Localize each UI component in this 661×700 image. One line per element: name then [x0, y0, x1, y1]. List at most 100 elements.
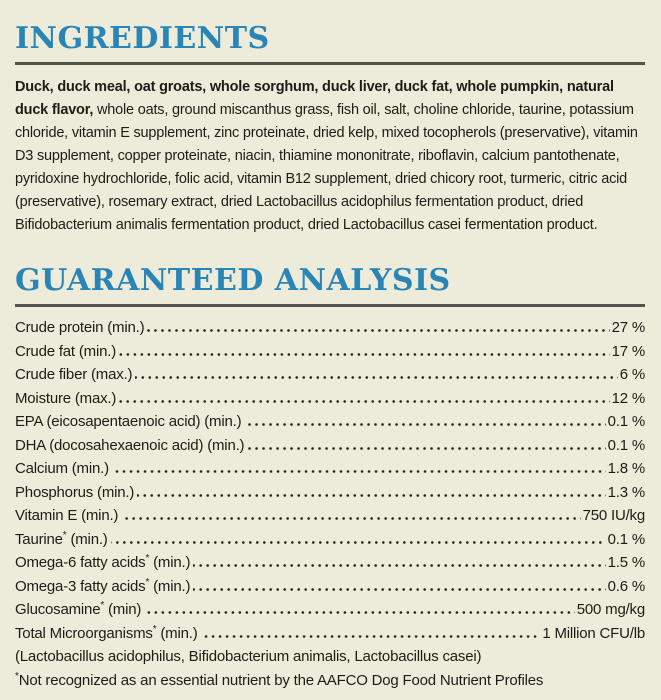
row-nutrient-name: Glucosamine: [15, 601, 101, 618]
row-label: DHA (docosahexaenoic acid) (min.): [15, 434, 245, 458]
row-label: Taurine* (min.): [15, 528, 108, 552]
row-qualifier: (min.): [149, 577, 191, 595]
table-row: Crude fat (min.) 17 %: [15, 340, 645, 364]
row-qualifier: (min.): [203, 436, 245, 454]
row-qualifier: (min.): [103, 319, 145, 336]
row-nutrient-name: Omega-6 fatty acids: [15, 554, 146, 571]
leader-dots: [193, 564, 606, 567]
table-row: EPA (eicosapentaenoic acid) (min.) 0.1 %: [15, 410, 645, 434]
footnote-asterisk: *: [15, 670, 19, 682]
row-nutrient-name: Crude fiber: [15, 366, 88, 383]
footnote: *Not recognized as an essential nutrient…: [15, 669, 645, 693]
table-row: Crude protein (min.) 27 %: [15, 316, 645, 340]
leader-dots: [119, 352, 610, 356]
guaranteed-analysis-title: GUARANTEED ANALYSIS: [15, 263, 451, 298]
row-footnote-asterisk: *: [145, 576, 150, 588]
ingredients-text: Duck, duck meal, oat groats, whole sorgh…: [15, 76, 645, 237]
row-qualifier: (max.): [70, 389, 117, 407]
row-label: Glucosamine* (min): [15, 598, 141, 622]
table-row: Total Microorganisms* (min.) 1 Million C…: [15, 622, 645, 646]
leader-dots: [244, 423, 606, 426]
guaranteed-analysis-divider: [15, 304, 645, 307]
table-row: Crude fiber (max.) 6 %: [15, 363, 645, 387]
row-label: Crude fat (min.): [15, 340, 116, 364]
leader-dots: [110, 540, 606, 544]
table-row: Omega-6 fatty acids* (min.) 1.5 %: [15, 551, 645, 575]
row-qualifier: (min.): [67, 460, 109, 477]
row-footnote-asterisk: *: [145, 553, 150, 564]
row-qualifier: (min): [104, 601, 142, 618]
row-label: Omega-3 fatty acids* (min.): [15, 575, 190, 599]
table-row: Vitamin E (min.) 750 IU/kg: [15, 504, 645, 528]
row-label: Omega-6 fatty acids* (min.): [15, 551, 190, 575]
row-label: Total Microorganisms* (min.): [15, 622, 198, 646]
row-nutrient-name: Omega-3 fatty acids: [15, 577, 146, 595]
ingredients-divider: [15, 62, 645, 65]
row-value: 1.8 %: [607, 460, 646, 477]
row-value: 750 IU/kg: [582, 507, 646, 524]
table-row: Glucosamine* (min) 500 mg/kg: [15, 598, 645, 622]
row-qualifier: (max.): [87, 366, 133, 383]
row-nutrient-name: Moisture: [15, 389, 71, 407]
footnote-text: Not recognized as an essential nutrient …: [18, 671, 544, 689]
leader-dots: [200, 634, 541, 638]
row-footnote-asterisk: *: [100, 600, 105, 611]
row-value: 6 %: [619, 366, 645, 383]
leader-dots: [121, 517, 581, 520]
table-row: Taurine* (min.) 0.1 %: [15, 528, 645, 552]
row-qualifier: (min.): [66, 530, 108, 548]
probiotics-note: (Lactobacillus acidophilus, Bifidobacter…: [15, 648, 482, 665]
row-nutrient-name: Crude fat: [15, 342, 75, 360]
row-value: 12 %: [611, 389, 646, 407]
row-value: 0.1 %: [607, 436, 646, 454]
row-value: 17 %: [611, 342, 646, 360]
leader-dots: [135, 376, 618, 379]
row-nutrient-name: Vitamin E: [15, 507, 78, 524]
table-row: Omega-3 fatty acids* (min.) 0.6 %: [15, 575, 645, 599]
row-label: Crude fiber (max.): [15, 363, 132, 387]
table-row: Calcium (min.) 1.8 %: [15, 457, 645, 481]
table-row: Moisture (max.) 12 %: [15, 387, 645, 411]
ingredients-primary-list: Duck, duck meal, oat groats, whole sorgh…: [15, 79, 614, 118]
ingredients-title: INGREDIENTS: [15, 21, 270, 56]
analysis-table: Crude protein (min.) 27 % Crude fat (min…: [15, 316, 645, 645]
row-label: Phosphorus (min.): [15, 481, 134, 505]
row-footnote-asterisk: *: [152, 623, 157, 635]
row-label: Calcium (min.): [15, 457, 109, 481]
row-nutrient-name: DHA (docosahexaenoic acid): [15, 436, 204, 454]
leader-dots: [119, 399, 610, 403]
ingredients-secondary-list: whole oats, ground miscanthus grass, fis…: [15, 102, 638, 233]
row-value: 0.6 %: [607, 577, 646, 595]
row-qualifier: (min.): [200, 413, 242, 430]
ingredients-section: INGREDIENTS Duck, duck meal, oat groats,…: [15, 22, 645, 237]
row-nutrient-name: Taurine: [15, 530, 63, 548]
row-nutrient-name: Calcium: [15, 460, 68, 477]
row-qualifier: (min.): [149, 554, 191, 571]
guaranteed-analysis-section: GUARANTEED ANALYSIS Crude protein (min.)…: [15, 264, 645, 692]
leader-dots: [137, 493, 606, 497]
row-value: 1 Million CFU/lb: [542, 624, 645, 642]
row-value: 1.5 %: [607, 554, 646, 571]
row-qualifier: (min.): [93, 483, 135, 501]
table-row: DHA (docosahexaenoic acid) (min.) 0.1 %: [15, 434, 645, 458]
row-footnote-asterisk: *: [62, 529, 67, 541]
row-value: 500 mg/kg: [576, 601, 645, 618]
leader-dots: [144, 611, 575, 614]
leader-dots: [193, 587, 606, 591]
row-qualifier: (min.): [77, 507, 119, 524]
row-nutrient-name: Phosphorus: [15, 483, 94, 501]
row-nutrient-name: Crude protein: [15, 319, 104, 336]
table-row: Phosphorus (min.) 1.3 %: [15, 481, 645, 505]
row-label: Vitamin E (min.): [15, 504, 118, 528]
row-label: EPA (eicosapentaenoic acid) (min.): [15, 410, 242, 434]
row-value: 27 %: [611, 319, 646, 336]
row-label: Crude protein (min.): [15, 316, 145, 340]
leader-dots: [147, 329, 610, 332]
row-nutrient-name: EPA (eicosapentaenoic acid): [15, 413, 201, 430]
row-qualifier: (min.): [74, 342, 117, 360]
row-value: 1.3 %: [607, 483, 646, 501]
leader-dots: [247, 446, 606, 450]
row-nutrient-name: Total Microorganisms: [15, 624, 153, 642]
row-qualifier: (min.): [156, 624, 198, 642]
